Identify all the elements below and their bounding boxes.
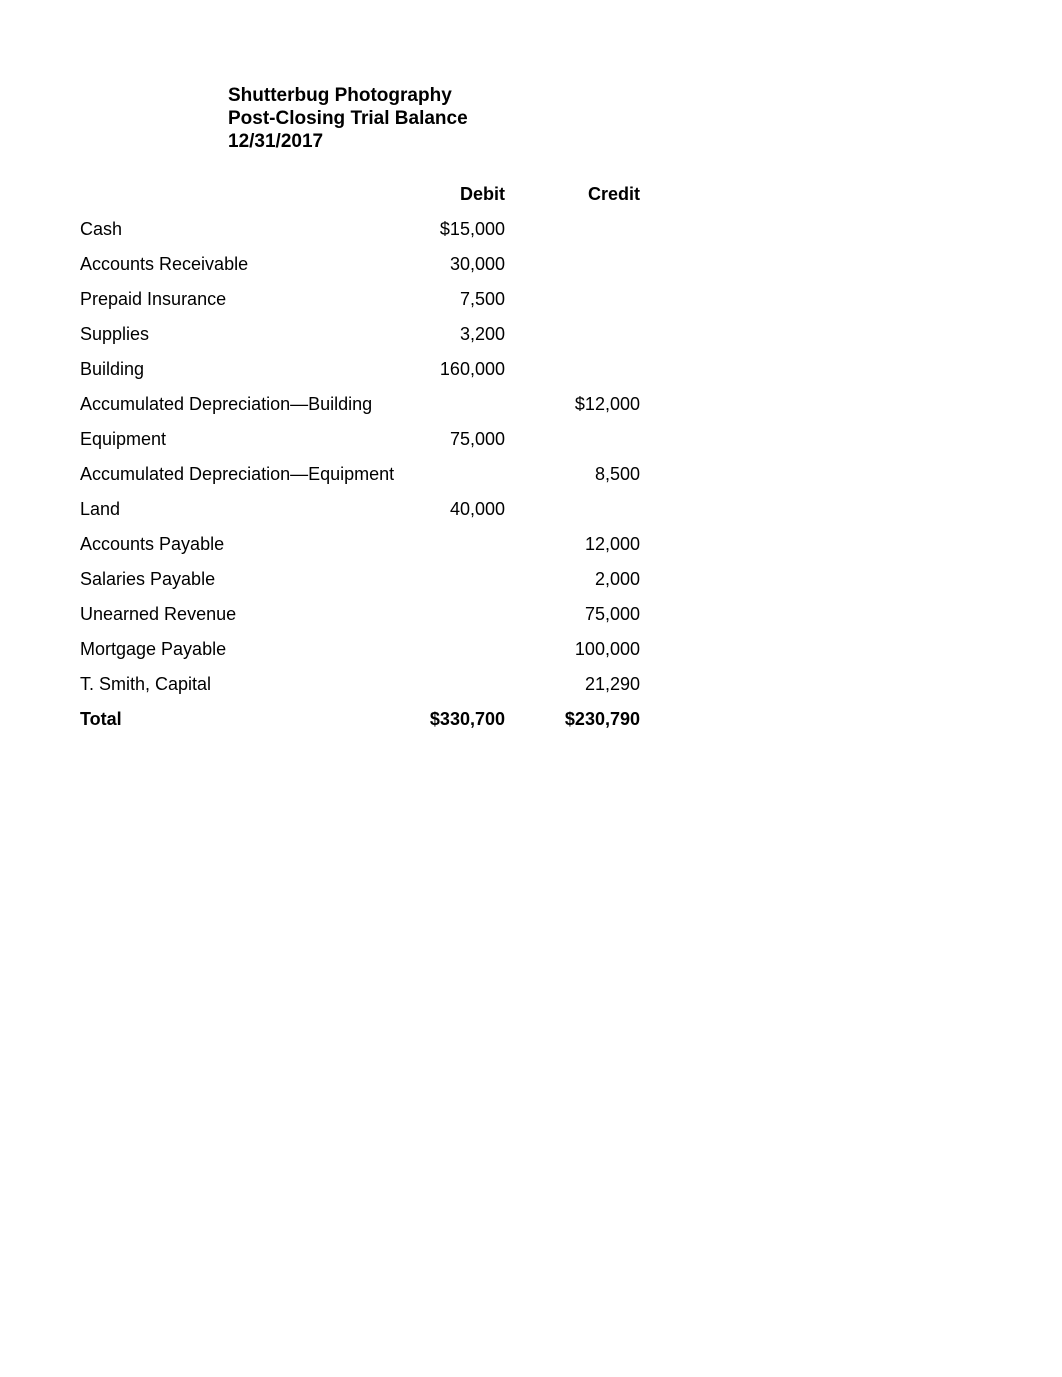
table-row: T. Smith, Capital 21,290 [80,667,640,702]
account-cell: T. Smith, Capital [80,667,410,702]
credit-cell: 2,000 [525,562,640,597]
table-row: Unearned Revenue 75,000 [80,597,640,632]
debit-cell: 30,000 [410,247,525,282]
debit-cell [410,457,525,492]
account-cell: Accumulated Depreciation—Building [80,387,410,422]
debit-cell: 3,200 [410,317,525,352]
table-body: Cash $15,000 Accounts Receivable 30,000 … [80,212,640,737]
company-name: Shutterbug Photography [228,85,982,108]
column-header-account [80,177,410,212]
account-cell: Salaries Payable [80,562,410,597]
credit-cell: 8,500 [525,457,640,492]
credit-cell: 12,000 [525,527,640,562]
debit-cell [410,562,525,597]
debit-cell: 40,000 [410,492,525,527]
table-row: Accounts Receivable 30,000 [80,247,640,282]
table-row: Prepaid Insurance 7,500 [80,282,640,317]
table-row: Supplies 3,200 [80,317,640,352]
report-header: Shutterbug Photography Post-Closing Tria… [228,85,982,153]
table-row: Accounts Payable 12,000 [80,527,640,562]
credit-cell: 21,290 [525,667,640,702]
debit-cell [410,527,525,562]
credit-cell [525,352,640,387]
credit-cell [525,212,640,247]
account-cell: Unearned Revenue [80,597,410,632]
report-date: 12/31/2017 [228,131,982,154]
total-row: Total $330,700 $230,790 [80,702,640,737]
table-row: Accumulated Depreciation—Building $12,00… [80,387,640,422]
credit-cell: 75,000 [525,597,640,632]
debit-cell [410,667,525,702]
account-cell: Land [80,492,410,527]
table-row: Equipment 75,000 [80,422,640,457]
column-header-credit: Credit [525,177,640,212]
credit-cell: 100,000 [525,632,640,667]
credit-cell [525,422,640,457]
credit-cell [525,247,640,282]
credit-cell [525,492,640,527]
account-cell: Building [80,352,410,387]
debit-cell [410,387,525,422]
debit-cell: 7,500 [410,282,525,317]
debit-cell: $15,000 [410,212,525,247]
account-cell: Prepaid Insurance [80,282,410,317]
debit-cell: 160,000 [410,352,525,387]
table-row: Accumulated Depreciation—Equipment 8,500 [80,457,640,492]
column-header-debit: Debit [410,177,525,212]
credit-cell: $12,000 [525,387,640,422]
account-cell: Accumulated Depreciation—Equipment [80,457,410,492]
total-credit: $230,790 [525,702,640,737]
table-header-row: Debit Credit [80,177,640,212]
debit-cell [410,632,525,667]
total-debit: $330,700 [410,702,525,737]
table-row: Cash $15,000 [80,212,640,247]
debit-cell [410,597,525,632]
credit-cell [525,282,640,317]
account-cell: Accounts Receivable [80,247,410,282]
credit-cell [525,317,640,352]
debit-cell: 75,000 [410,422,525,457]
trial-balance-table: Debit Credit Cash $15,000 Accounts Recei… [80,177,640,737]
account-cell: Accounts Payable [80,527,410,562]
account-cell: Equipment [80,422,410,457]
table-row: Building 160,000 [80,352,640,387]
report-title: Post-Closing Trial Balance [228,108,982,131]
table-row: Land 40,000 [80,492,640,527]
total-label: Total [80,702,410,737]
account-cell: Supplies [80,317,410,352]
account-cell: Mortgage Payable [80,632,410,667]
table-row: Mortgage Payable 100,000 [80,632,640,667]
table-row: Salaries Payable 2,000 [80,562,640,597]
account-cell: Cash [80,212,410,247]
